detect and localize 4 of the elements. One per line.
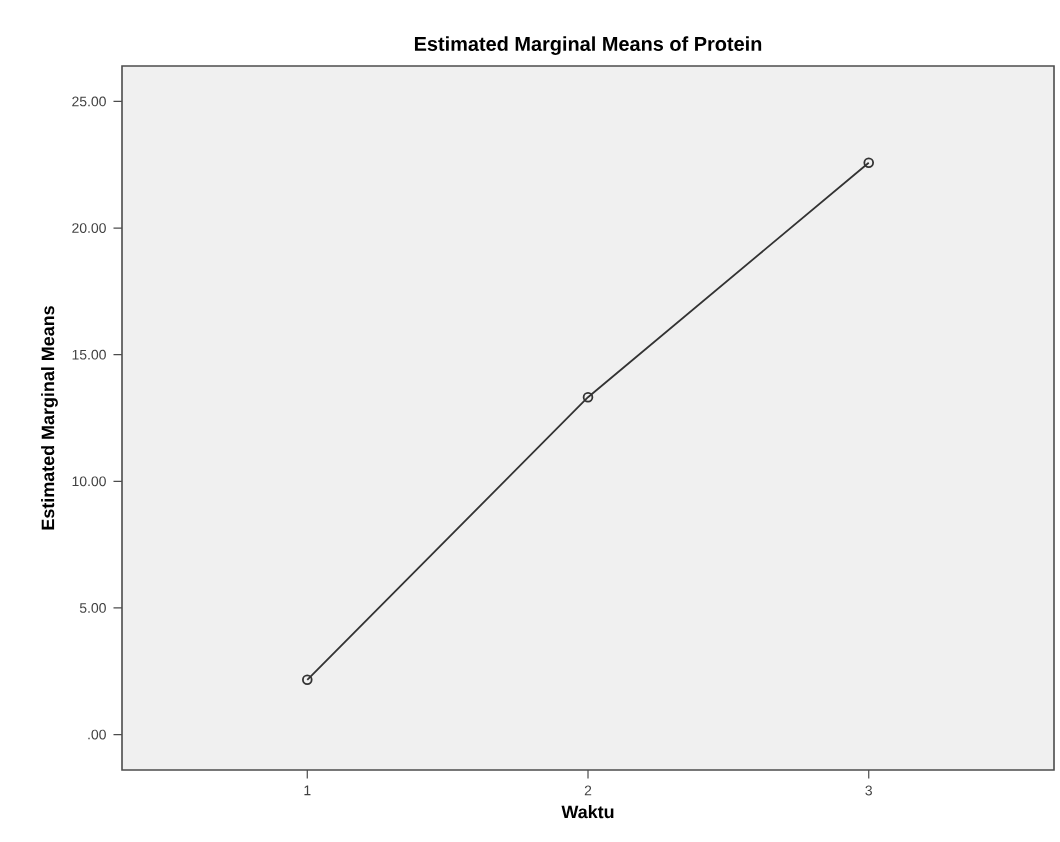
chart-title: Estimated Marginal Means of Protein: [414, 36, 762, 55]
x-axis-title: Waktu: [561, 805, 614, 819]
point: [582, 391, 594, 403]
y-axis-title: Estimated Marginal Means: [41, 306, 58, 530]
